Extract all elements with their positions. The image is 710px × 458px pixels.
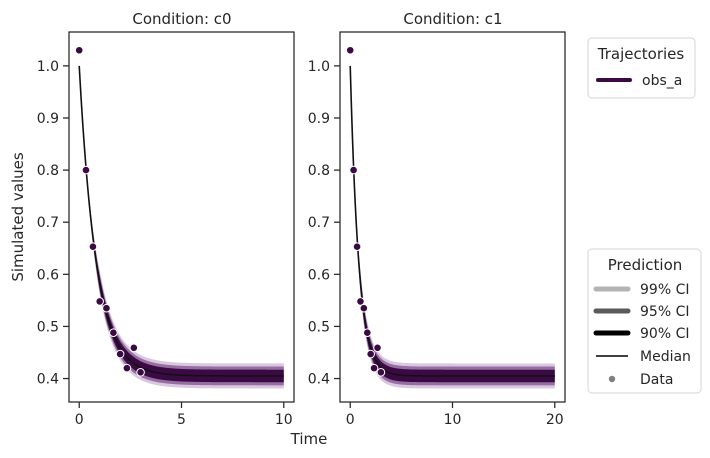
band-ci99	[79, 65, 284, 389]
x-tick-label: 5	[177, 412, 186, 428]
y-tick-label: 0.7	[308, 215, 330, 231]
legend-prediction-title: Prediction	[608, 256, 683, 274]
legend-label-median: Median	[640, 349, 691, 365]
data-point	[81, 165, 91, 175]
band-ci99	[350, 65, 555, 389]
data-point	[109, 328, 118, 337]
panel-c0-frame	[68, 31, 295, 403]
x-tick-label: 20	[546, 412, 564, 428]
x-tick-label: 10	[444, 412, 462, 428]
panel-c1-points	[345, 45, 386, 377]
legend-label-obs-a: obs_a	[642, 73, 682, 89]
x-tick-label: 0	[75, 412, 84, 428]
data-point	[102, 303, 111, 313]
data-point	[352, 242, 362, 251]
panel-c1-xticks: 0 10 20	[346, 402, 564, 428]
x-tick-label: 0	[346, 412, 355, 428]
legend-prediction: Prediction 99% CI 95% CI 90% CI Median D…	[587, 248, 702, 394]
panel-c1: Condition: c1 0 10 20 0.4 0.5 0.6 0.7 0.8 0.9 1.…	[308, 10, 566, 428]
panel-c1-bands	[350, 65, 555, 389]
x-axis-label: Time	[290, 430, 328, 448]
legend-trajectories: Trajectories obs_a	[587, 37, 696, 99]
y-tick-label: 0.9	[308, 111, 330, 127]
band-ci95	[350, 65, 555, 386]
y-tick-label: 1.0	[308, 59, 330, 75]
legend-label-ci99: 99% CI	[640, 282, 689, 298]
data-point	[88, 242, 98, 251]
y-tick-label: 0.6	[37, 267, 59, 283]
data-point	[373, 343, 382, 353]
panel-c0: Condition: c0 0 5 10 0.4 0.5 0.6 0.7 0.8 0.9 1.0	[37, 10, 295, 428]
y-tick-label: 0.4	[308, 372, 330, 388]
legend-trajectories-box	[587, 37, 696, 99]
y-tick-label: 0.6	[308, 267, 330, 283]
band-ci90	[350, 65, 555, 383]
data-point	[115, 349, 125, 359]
y-tick-label: 0.7	[37, 215, 59, 231]
data-point	[366, 349, 375, 359]
data-point	[74, 45, 84, 55]
data-point	[122, 363, 132, 373]
median-line	[78, 65, 284, 377]
data-point	[376, 368, 386, 377]
legend-label-ci95: 95% CI	[640, 304, 689, 320]
y-tick-label: 0.5	[308, 319, 330, 335]
panel-c0-yticks: 0.4 0.5 0.6 0.7 0.8 0.9 1.0	[37, 59, 69, 388]
data-point	[95, 297, 104, 306]
panel-c0-title: Condition: c0	[132, 10, 231, 28]
panel-c1-title: Condition: c1	[403, 10, 502, 28]
data-point	[359, 303, 369, 313]
y-tick-label: 0.9	[37, 111, 59, 127]
data-point	[356, 297, 365, 306]
legend-label-ci90: 90% CI	[640, 326, 689, 342]
legend-trajectories-title: Trajectories	[597, 45, 685, 63]
median-line	[349, 65, 555, 377]
legend-label-data: Data	[640, 372, 673, 388]
panel-c0-points	[74, 45, 145, 377]
data-point	[345, 45, 355, 55]
x-tick-label: 10	[275, 412, 293, 428]
panel-c0-xticks: 0 5 10	[75, 402, 293, 428]
y-tick-label: 1.0	[37, 59, 59, 75]
data-point	[129, 343, 139, 353]
data-point	[349, 165, 358, 175]
legend-prediction-box	[587, 248, 702, 394]
y-tick-label: 0.5	[37, 319, 59, 335]
y-axis-label: Simulated values	[9, 152, 27, 282]
legend-swatch-data	[608, 375, 616, 383]
data-point	[369, 363, 379, 373]
panel-c1-median	[349, 65, 555, 377]
y-tick-label: 0.8	[37, 163, 59, 179]
data-point	[363, 328, 372, 337]
y-tick-label: 0.4	[37, 372, 59, 388]
y-tick-label: 0.8	[308, 163, 330, 179]
panel-c1-yticks: 0.4 0.5 0.6 0.7 0.8 0.9 1.0	[308, 59, 340, 388]
panel-c0-bands	[79, 65, 284, 389]
data-point	[136, 368, 145, 377]
band-ci95	[79, 65, 284, 386]
panel-c0-median	[78, 65, 284, 377]
